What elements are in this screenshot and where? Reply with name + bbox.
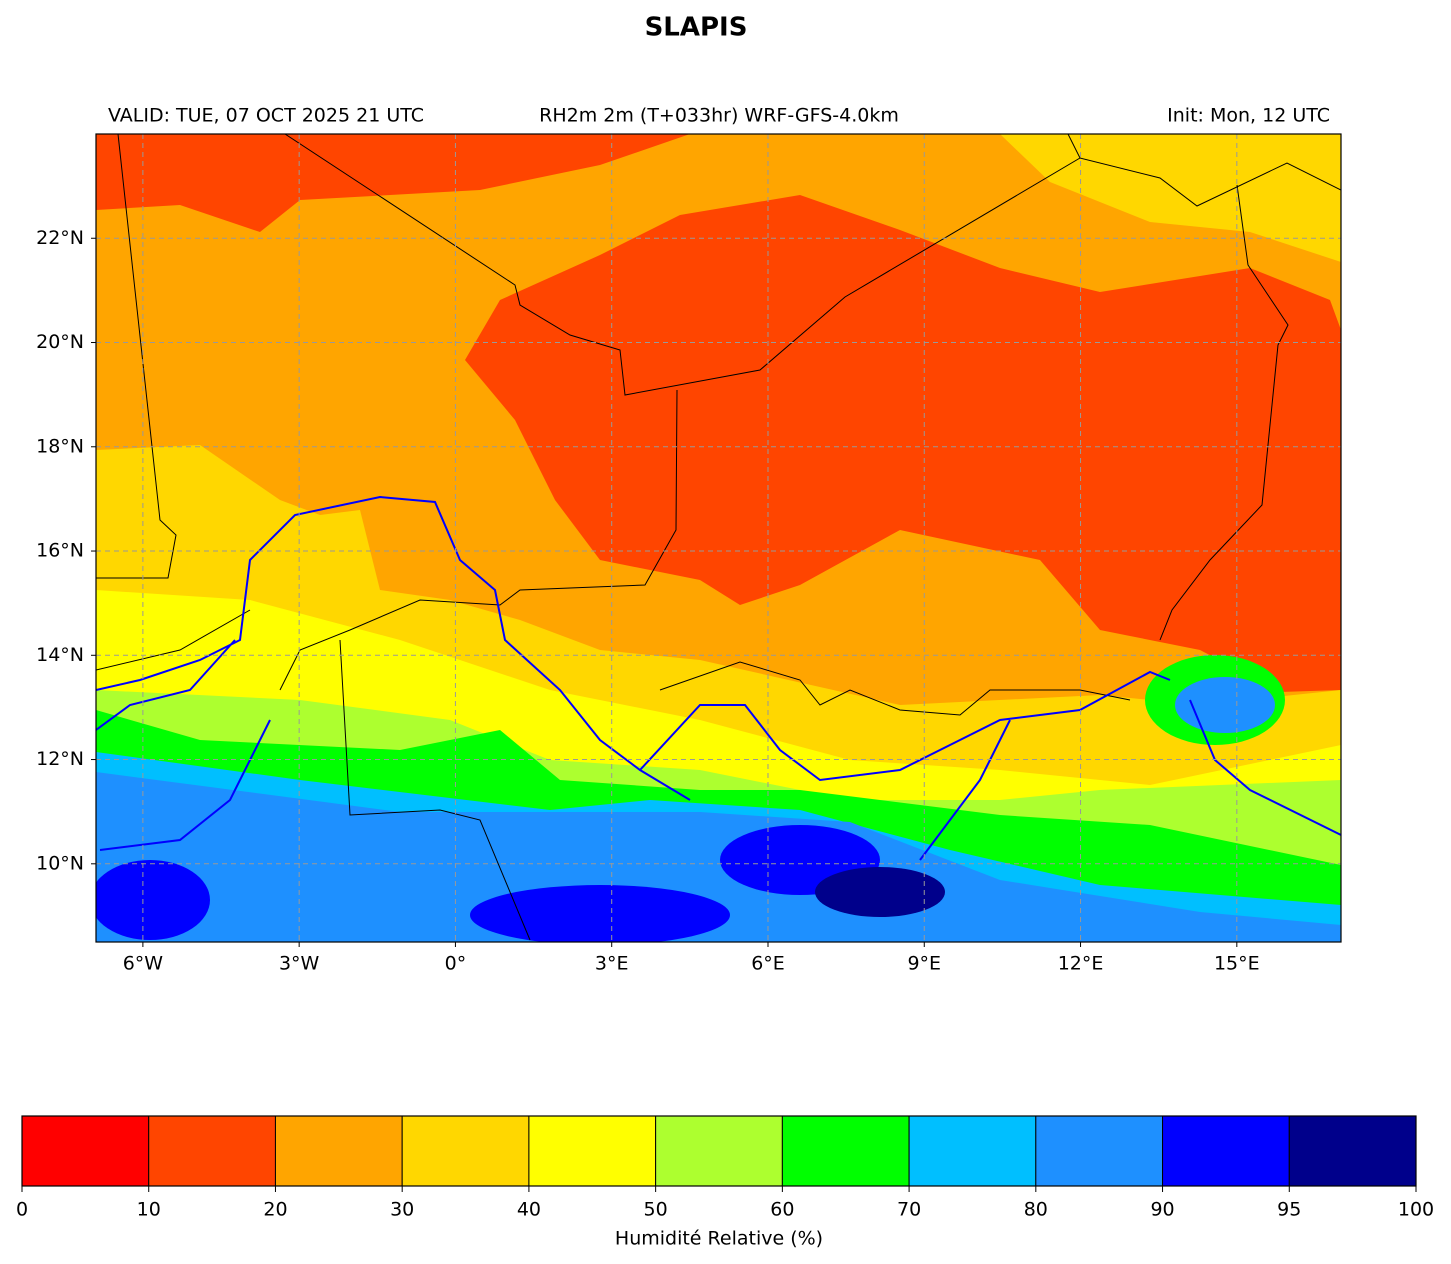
y-tick-label: 12°N bbox=[36, 748, 84, 770]
x-tick-label: 15°E bbox=[1214, 953, 1260, 975]
colorbar-tick-label: 100 bbox=[1398, 1199, 1434, 1221]
x-tick-label: 0° bbox=[445, 953, 467, 975]
colorbar-tick-label: 95 bbox=[1277, 1199, 1301, 1221]
colorbar-segment bbox=[274, 1115, 403, 1187]
colorbar-tick-label: 0 bbox=[16, 1199, 28, 1221]
field-blue bbox=[96, 860, 210, 940]
colorbar-tick-label: 80 bbox=[1024, 1199, 1048, 1221]
y-tick-label: 14°N bbox=[36, 644, 84, 666]
y-tick-label: 16°N bbox=[36, 540, 84, 562]
field-navy bbox=[815, 867, 945, 917]
colorbar-segment bbox=[655, 1115, 783, 1187]
x-tick-label: 9°E bbox=[907, 953, 941, 975]
y-tick-label: 22°N bbox=[36, 227, 84, 249]
x-tick-label: 6°E bbox=[751, 953, 785, 975]
field-dodgerblue bbox=[96, 772, 1341, 942]
y-tick-label: 20°N bbox=[36, 331, 84, 353]
colorbar-tick-label: 70 bbox=[897, 1199, 921, 1221]
x-tick-label: 6°W bbox=[123, 953, 164, 975]
x-tick-label: 12°E bbox=[1058, 953, 1104, 975]
colorbar-tick-label: 90 bbox=[1150, 1199, 1174, 1221]
colorbar-segment bbox=[148, 1115, 276, 1187]
colorbar-segment bbox=[1162, 1115, 1290, 1187]
y-tick-label: 18°N bbox=[36, 435, 84, 457]
y-tick-label: 10°N bbox=[36, 852, 84, 874]
colorbar-segment bbox=[908, 1115, 1037, 1187]
colorbar-tick-label: 60 bbox=[770, 1199, 794, 1221]
humidity-field bbox=[96, 134, 1341, 942]
colorbar-tick-label: 50 bbox=[644, 1199, 668, 1221]
x-tick-label: 3°E bbox=[595, 953, 629, 975]
colorbar-segment bbox=[1035, 1115, 1164, 1187]
subtitle-center: RH2m 2m (T+033hr) WRF-GFS-4.0km bbox=[539, 105, 899, 127]
colorbar-segment bbox=[781, 1115, 910, 1187]
colorbar-frame bbox=[21, 1115, 1417, 1187]
field-red bbox=[96, 134, 690, 232]
colorbar-segment bbox=[401, 1115, 530, 1187]
colorbar-label: Humidité Relative (%) bbox=[615, 1228, 823, 1250]
subtitle-right: Init: Mon, 12 UTC bbox=[1167, 105, 1330, 127]
title: SLAPIS bbox=[645, 13, 748, 43]
field-gold bbox=[1000, 134, 1341, 262]
colorbar-tick-label: 10 bbox=[137, 1199, 161, 1221]
colorbar-tick-label: 40 bbox=[517, 1199, 541, 1221]
borders bbox=[96, 134, 1341, 941]
colorbar-segment bbox=[1288, 1115, 1417, 1187]
map-frame bbox=[95, 133, 1342, 943]
field-red bbox=[465, 195, 1341, 692]
subtitle-left: VALID: TUE, 07 OCT 2025 21 UTC bbox=[108, 105, 424, 127]
colorbar-tick-label: 20 bbox=[263, 1199, 287, 1221]
x-tick-label: 3°W bbox=[279, 953, 320, 975]
colorbar-segment bbox=[528, 1115, 657, 1187]
colorbar-segment bbox=[21, 1115, 150, 1187]
field-blue bbox=[470, 885, 730, 942]
colorbar-tick-label: 30 bbox=[390, 1199, 414, 1221]
field-dodgerblue bbox=[1175, 677, 1275, 733]
